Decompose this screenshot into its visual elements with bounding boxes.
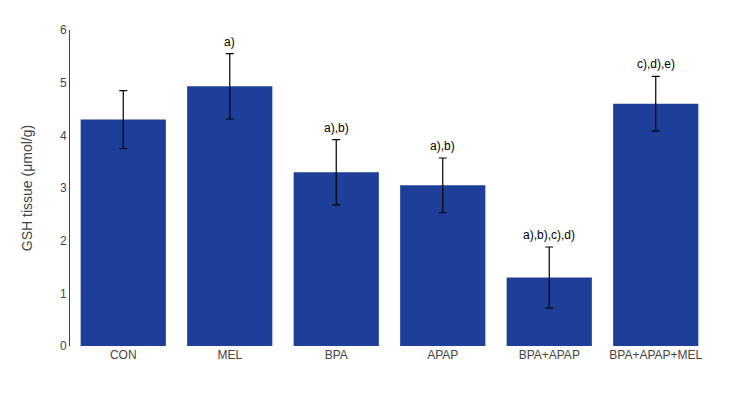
svg-text:GSH tissue (μmol/g): GSH tissue (μmol/g) <box>19 125 35 251</box>
svg-text:BPA+APAP: BPA+APAP <box>519 348 580 362</box>
svg-text:a): a) <box>224 35 235 49</box>
svg-text:CON: CON <box>110 348 137 362</box>
svg-text:a),b): a),b) <box>430 139 455 153</box>
svg-text:5: 5 <box>60 76 67 90</box>
svg-text:MEL: MEL <box>217 348 242 362</box>
svg-text:4: 4 <box>60 129 67 143</box>
svg-text:a),b): a),b) <box>324 121 349 135</box>
svg-text:a),b),c),d): a),b),c),d) <box>523 228 575 242</box>
svg-text:BPA+APAP+MEL: BPA+APAP+MEL <box>609 348 702 362</box>
svg-text:3: 3 <box>60 181 67 195</box>
svg-text:6: 6 <box>60 23 67 37</box>
svg-text:APAP: APAP <box>427 348 458 362</box>
svg-text:0: 0 <box>60 339 67 353</box>
svg-text:1: 1 <box>60 287 67 301</box>
svg-text:2: 2 <box>60 234 67 248</box>
svg-text:c),d),e): c),d),e) <box>637 57 675 71</box>
svg-text:BPA: BPA <box>325 348 348 362</box>
